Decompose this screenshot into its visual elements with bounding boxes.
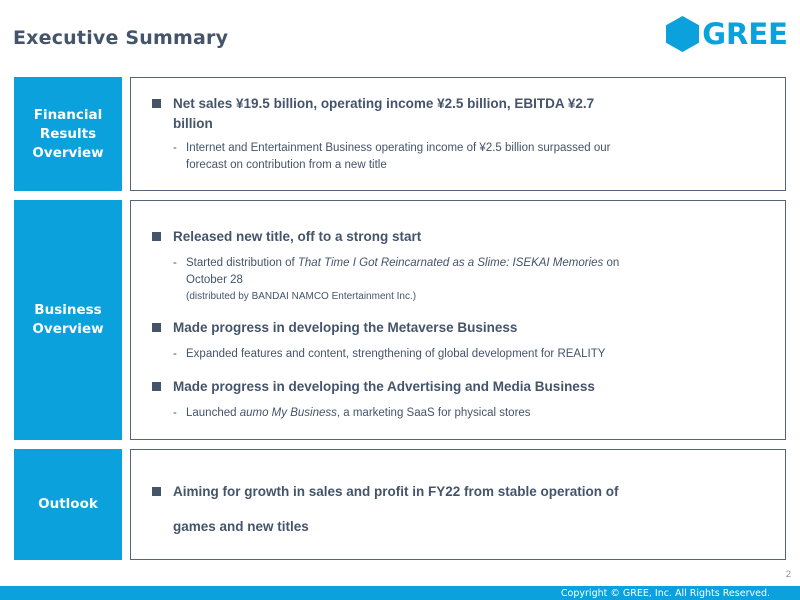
bullet-text: Made progress in developing the Metavers…: [173, 320, 518, 335]
bullet-item: Made progress in developing the Metavers…: [152, 318, 761, 338]
section-content-outlook: Aiming for growth in sales and profit in…: [130, 449, 786, 560]
sub-bullet-text: Started distribution of: [186, 257, 298, 269]
bullet-square-icon: [152, 99, 161, 108]
bullet-item: Aiming for growth in sales and profit in…: [152, 474, 619, 544]
gree-logo: GREE: [666, 16, 788, 52]
sub-bullet-dash: -: [173, 142, 177, 154]
page-number: 2: [785, 569, 791, 580]
section-financial-results: Financial Results Overview Net sales ¥19…: [14, 77, 786, 191]
sub-bullet-text-italic: That Time I Got Reincarnated as a Slime:…: [297, 257, 604, 269]
bullet-item: Released new title, off to a strong star…: [152, 227, 761, 247]
sub-bullet-item: - Internet and Entertainment Business op…: [173, 140, 761, 174]
sub-bullet-text: Expanded features and content, strengthe…: [186, 348, 606, 360]
footer-bar: Copyright © GREE, Inc. All Rights Reserv…: [0, 586, 800, 600]
sub-bullet-text-line: Launched aumo My Business, a marketing S…: [186, 405, 531, 422]
bullet-square-icon: [152, 486, 161, 496]
section-business-overview: Business Overview Released new title, of…: [14, 200, 786, 440]
section-label-outlook: Outlook: [14, 449, 122, 560]
sub-bullet-item: - Launched aumo My Business, a marketing…: [173, 405, 761, 422]
bullet-item: Net sales ¥19.5 billion, operating incom…: [152, 94, 761, 134]
bullet-text-line: billion: [173, 116, 213, 131]
bullet-square-icon: [152, 232, 161, 241]
sub-bullet-text: on: [603, 257, 620, 269]
sub-bullet-item: - Expanded features and content, strengt…: [173, 346, 761, 363]
section-label-business-overview: Business Overview: [14, 200, 122, 440]
bullet-text: Released new title, off to a strong star…: [173, 229, 422, 244]
hexagon-icon: [666, 16, 700, 52]
gree-logo-text: GREE: [702, 16, 788, 51]
sub-bullet-item: - Started distribution of That Time I Go…: [173, 255, 761, 304]
bullet-square-icon: [152, 323, 161, 332]
sub-bullet-note: (distributed by BANDAI NAMCO Entertainme…: [186, 291, 417, 302]
section-content-business-overview: Released new title, off to a strong star…: [130, 200, 786, 440]
bullet-text: Made progress in developing the Advertis…: [173, 379, 595, 394]
sub-bullet-text: Launched: [186, 407, 240, 419]
sub-bullet-text-italic: aumo My Business: [239, 407, 337, 419]
bullet-text-line: games and new titles: [173, 518, 309, 534]
sub-bullet-text-line: Started distribution of That Time I Got …: [186, 255, 619, 272]
copyright-text: Copyright © GREE, Inc. All Rights Reserv…: [560, 587, 770, 599]
section-outlook: Outlook Aiming for growth in sales and p…: [14, 449, 786, 560]
sub-bullet-text-line: forecast on contribution from a new titl…: [186, 159, 387, 171]
sub-bullet-text-line: Internet and Entertainment Business oper…: [186, 142, 611, 154]
bullet-text-line: Net sales ¥19.5 billion, operating incom…: [173, 96, 595, 111]
section-content-financial-results: Net sales ¥19.5 billion, operating incom…: [130, 77, 786, 191]
sub-bullet-dash: -: [173, 257, 177, 269]
sub-bullet-text: , a marketing SaaS for physical stores: [336, 407, 531, 419]
sub-bullet-text-line: October 28: [186, 274, 243, 286]
bullet-text-line: Aiming for growth in sales and profit in…: [173, 483, 619, 499]
section-label-financial-results: Financial Results Overview: [14, 77, 122, 191]
page-title: Executive Summary: [13, 27, 229, 49]
sub-bullet-dash: -: [173, 348, 177, 360]
sub-bullet-dash: -: [173, 407, 177, 419]
bullet-square-icon: [152, 382, 161, 391]
bullet-item: Made progress in developing the Advertis…: [152, 377, 761, 397]
